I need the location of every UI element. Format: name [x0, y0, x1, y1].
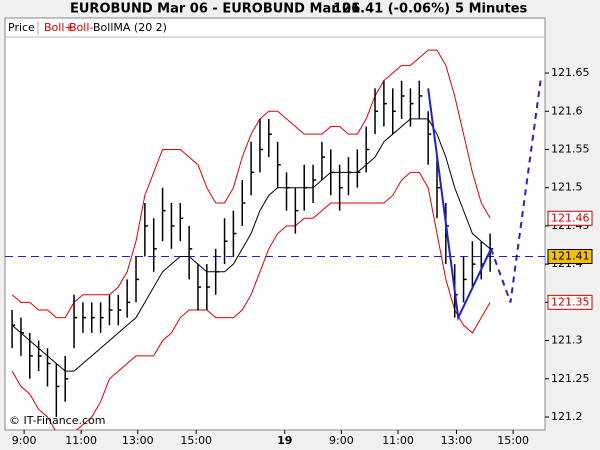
x-tick-label: 13:00 — [122, 434, 154, 447]
legend-entry: BollMA (20 2) — [93, 21, 167, 34]
x-tick-label: 11:00 — [382, 434, 414, 447]
y-tick-label: 121.65 — [551, 66, 590, 79]
legend-entry: Boll- — [69, 21, 93, 34]
band-line — [11, 49, 491, 319]
y-tick-label: 121.55 — [551, 142, 590, 155]
y-tick-label: 121.3 — [551, 334, 583, 347]
x-tick-label: 19 — [277, 434, 292, 447]
legend-entry: Price — [8, 21, 35, 34]
y-tick-label: 121.25 — [551, 372, 590, 385]
interval: 5 Minutes — [455, 2, 528, 17]
price-marker-box — [547, 210, 593, 226]
watermark: © IT-Finance.com — [9, 414, 106, 427]
plot — [5, 49, 545, 430]
forecast-line — [490, 80, 542, 303]
price-marker-box — [547, 294, 593, 310]
price-marker-box — [547, 248, 593, 264]
x-tick-label: 11:00 — [65, 434, 97, 447]
price-marker-label: 121.35 — [551, 295, 590, 308]
band-line — [11, 171, 491, 430]
last-price: 121.41 (-0.06%) — [333, 2, 450, 17]
legend-entry: Boll+ — [44, 21, 74, 34]
price-marker-label: 121.41 — [551, 249, 590, 262]
plot-frame — [4, 17, 546, 431]
chart-title: EUROBUND Mar 06 - EUROBUND Mar 06 — [70, 2, 360, 17]
y-tick-label: 121.5 — [551, 181, 583, 194]
x-tick-label: 13:00 — [441, 434, 473, 447]
price-marker-label: 121.46 — [551, 211, 590, 224]
y-tick-label: 121.6 — [551, 104, 583, 117]
x-tick-label: 9:00 — [329, 434, 354, 447]
pattern-line — [427, 88, 492, 322]
x-tick-label: 9:00 — [12, 434, 37, 447]
y-tick-label: 121.2 — [551, 410, 583, 423]
x-tick-label: 15:00 — [180, 434, 212, 447]
x-tick-label: 15:00 — [497, 434, 529, 447]
